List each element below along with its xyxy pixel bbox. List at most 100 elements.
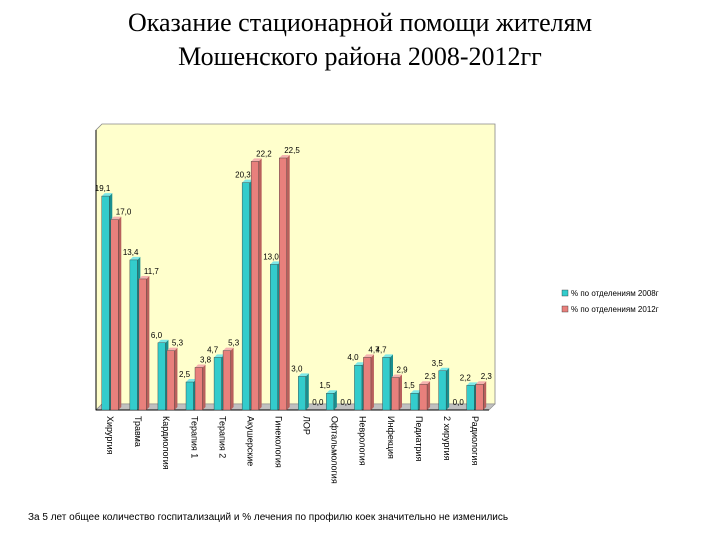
bar-top: [270, 261, 281, 265]
bar: [438, 370, 447, 411]
bar: [475, 384, 484, 411]
bar-top: [382, 354, 393, 358]
bar: [466, 385, 475, 411]
data-label: 2,3: [481, 372, 493, 381]
footer-note: За 5 лет общее количество госпитализаций…: [28, 512, 509, 523]
bar: [270, 264, 278, 411]
bar-top: [251, 158, 262, 162]
bar-side: [483, 381, 487, 410]
bar: [279, 157, 287, 411]
bar: [101, 195, 110, 411]
category-label: Терапия 1: [189, 416, 199, 458]
data-label: 4,7: [207, 345, 219, 354]
bar-top: [214, 354, 225, 358]
bar-top: [410, 390, 422, 394]
bar-side: [174, 347, 178, 410]
bar-top: [223, 347, 234, 351]
category-label: Хирургия: [105, 416, 115, 455]
data-label: 19,1: [95, 184, 111, 193]
data-label: 2,5: [179, 370, 191, 379]
bar-top: [438, 367, 450, 371]
data-label: 6,0: [151, 331, 163, 340]
bar: [382, 357, 391, 411]
bar-side: [446, 367, 450, 410]
bar-side: [399, 374, 402, 410]
bar-top: [195, 364, 206, 368]
legend-box: [558, 289, 688, 319]
data-label: 2,3: [425, 372, 437, 381]
bar: [129, 259, 138, 411]
bar-top: [279, 155, 290, 158]
bar-top: [242, 179, 253, 183]
bar: [213, 357, 222, 411]
bar: [157, 342, 166, 411]
data-label: 2,9: [397, 366, 409, 375]
data-label: 0,0: [312, 398, 324, 407]
bar-top: [166, 347, 178, 351]
category-label: Неврология: [358, 416, 368, 466]
data-label: 1,5: [319, 381, 331, 390]
bar: [363, 357, 372, 411]
plot-floor: [95, 403, 496, 411]
bar-side: [370, 354, 374, 410]
category-label: Кардиология: [161, 416, 171, 470]
category-label: ЛОР: [302, 416, 312, 435]
data-label: 22,5: [284, 146, 300, 155]
data-label: 17,0: [116, 208, 132, 217]
category-label: Инфекция: [386, 416, 396, 459]
category-label: 2 хирургия: [442, 416, 452, 461]
bar: [419, 384, 428, 411]
bar: [194, 367, 203, 411]
title-line-2: Мошенского района 2008-2012гг: [178, 42, 542, 71]
data-label: 0,0: [453, 398, 465, 407]
data-label: 3,5: [432, 359, 444, 368]
bar: [298, 376, 306, 411]
category-label: Радиология: [470, 416, 480, 465]
bar: [326, 393, 335, 411]
bar-side: [146, 275, 150, 410]
bar: [391, 377, 400, 411]
bar: [250, 161, 259, 411]
bar-top: [419, 381, 431, 385]
bar: [166, 350, 175, 411]
bar: [410, 393, 419, 411]
legend-label: % по отделениям 2008г: [571, 289, 659, 298]
bar-top: [466, 382, 478, 386]
bar: [185, 381, 194, 411]
category-label: Гинекология: [273, 416, 283, 468]
bar-top: [354, 362, 365, 366]
legend-swatch: [561, 305, 569, 313]
category-label: Травма: [133, 416, 143, 447]
data-label: 22,2: [256, 149, 272, 158]
bar-top: [391, 374, 402, 378]
bar-top: [326, 390, 337, 394]
bar-side: [427, 381, 431, 410]
bar-top: [157, 339, 169, 343]
bar: [354, 365, 363, 411]
category-label: Офтальмология: [330, 416, 340, 484]
legend-label: % по отделениям 2012г: [571, 305, 659, 314]
data-label: 5,3: [172, 339, 184, 348]
bar-top: [110, 216, 122, 220]
data-label: 0,0: [340, 398, 352, 407]
bar-side: [118, 216, 122, 410]
bar: [241, 182, 250, 411]
bar: [110, 219, 119, 411]
category-label: Терапия 2: [217, 416, 227, 458]
data-label: 2,2: [460, 373, 472, 382]
bar-top: [101, 193, 113, 197]
bar-top: [129, 256, 141, 260]
bar-side: [333, 390, 337, 410]
legend-swatch: [561, 289, 569, 297]
data-label: 1,5: [404, 381, 416, 390]
bar-top: [298, 373, 309, 377]
bar-top: [138, 275, 150, 279]
category-label: Педиатрия: [414, 416, 424, 462]
bar: [138, 278, 147, 411]
data-label: 4,0: [347, 353, 359, 362]
bar: [222, 350, 231, 411]
bar-side: [230, 347, 234, 410]
bar-side: [202, 364, 206, 410]
data-label: 20,3: [235, 171, 251, 180]
